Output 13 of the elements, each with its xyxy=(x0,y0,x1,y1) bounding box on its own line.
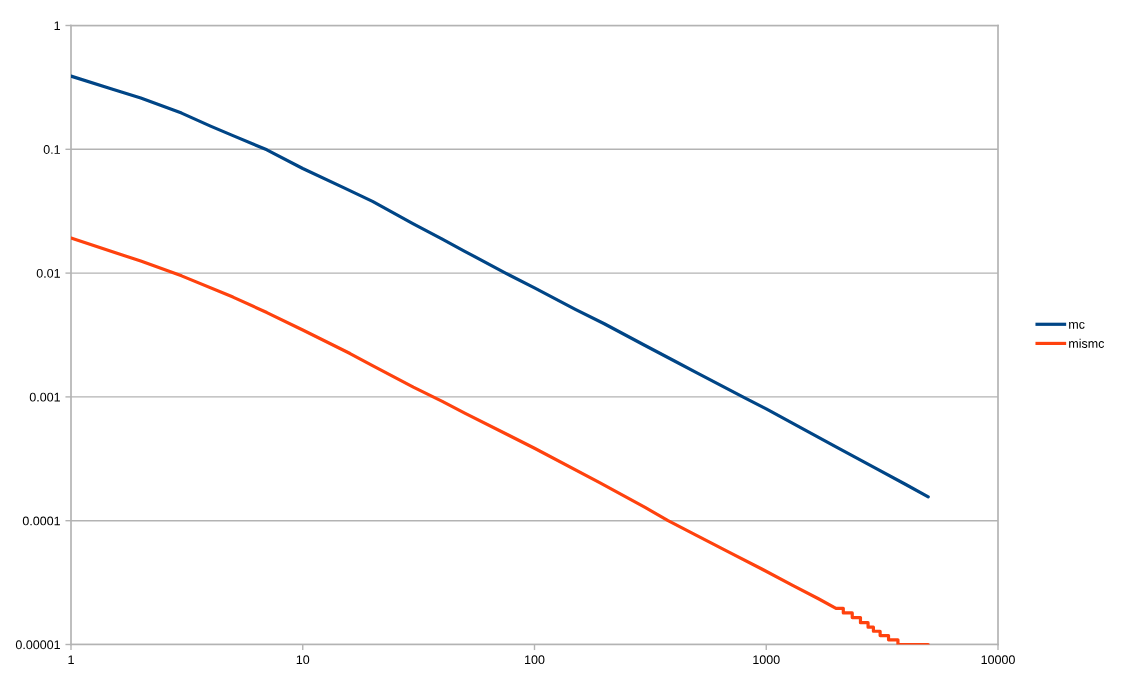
y-tick-label: 0.01 xyxy=(36,268,60,278)
y-tick-label: 0.1 xyxy=(43,145,60,154)
x-tick-label: 1 xyxy=(68,655,74,664)
legend-label: mc xyxy=(1069,321,1085,329)
x-tick-label: 1000 xyxy=(753,655,780,665)
x-tick-label: 100 xyxy=(525,655,545,665)
legend-label: mismc xyxy=(1069,338,1105,348)
y-tick-label: 0.001 xyxy=(29,392,60,402)
y-tick-label: 0.00001 xyxy=(15,640,60,650)
y-tick-label: 0.0001 xyxy=(22,516,60,526)
x-tick-label: 10000 xyxy=(981,655,1015,665)
y-tick-label: 1 xyxy=(54,21,60,31)
x-tick-label: 10 xyxy=(296,655,310,665)
